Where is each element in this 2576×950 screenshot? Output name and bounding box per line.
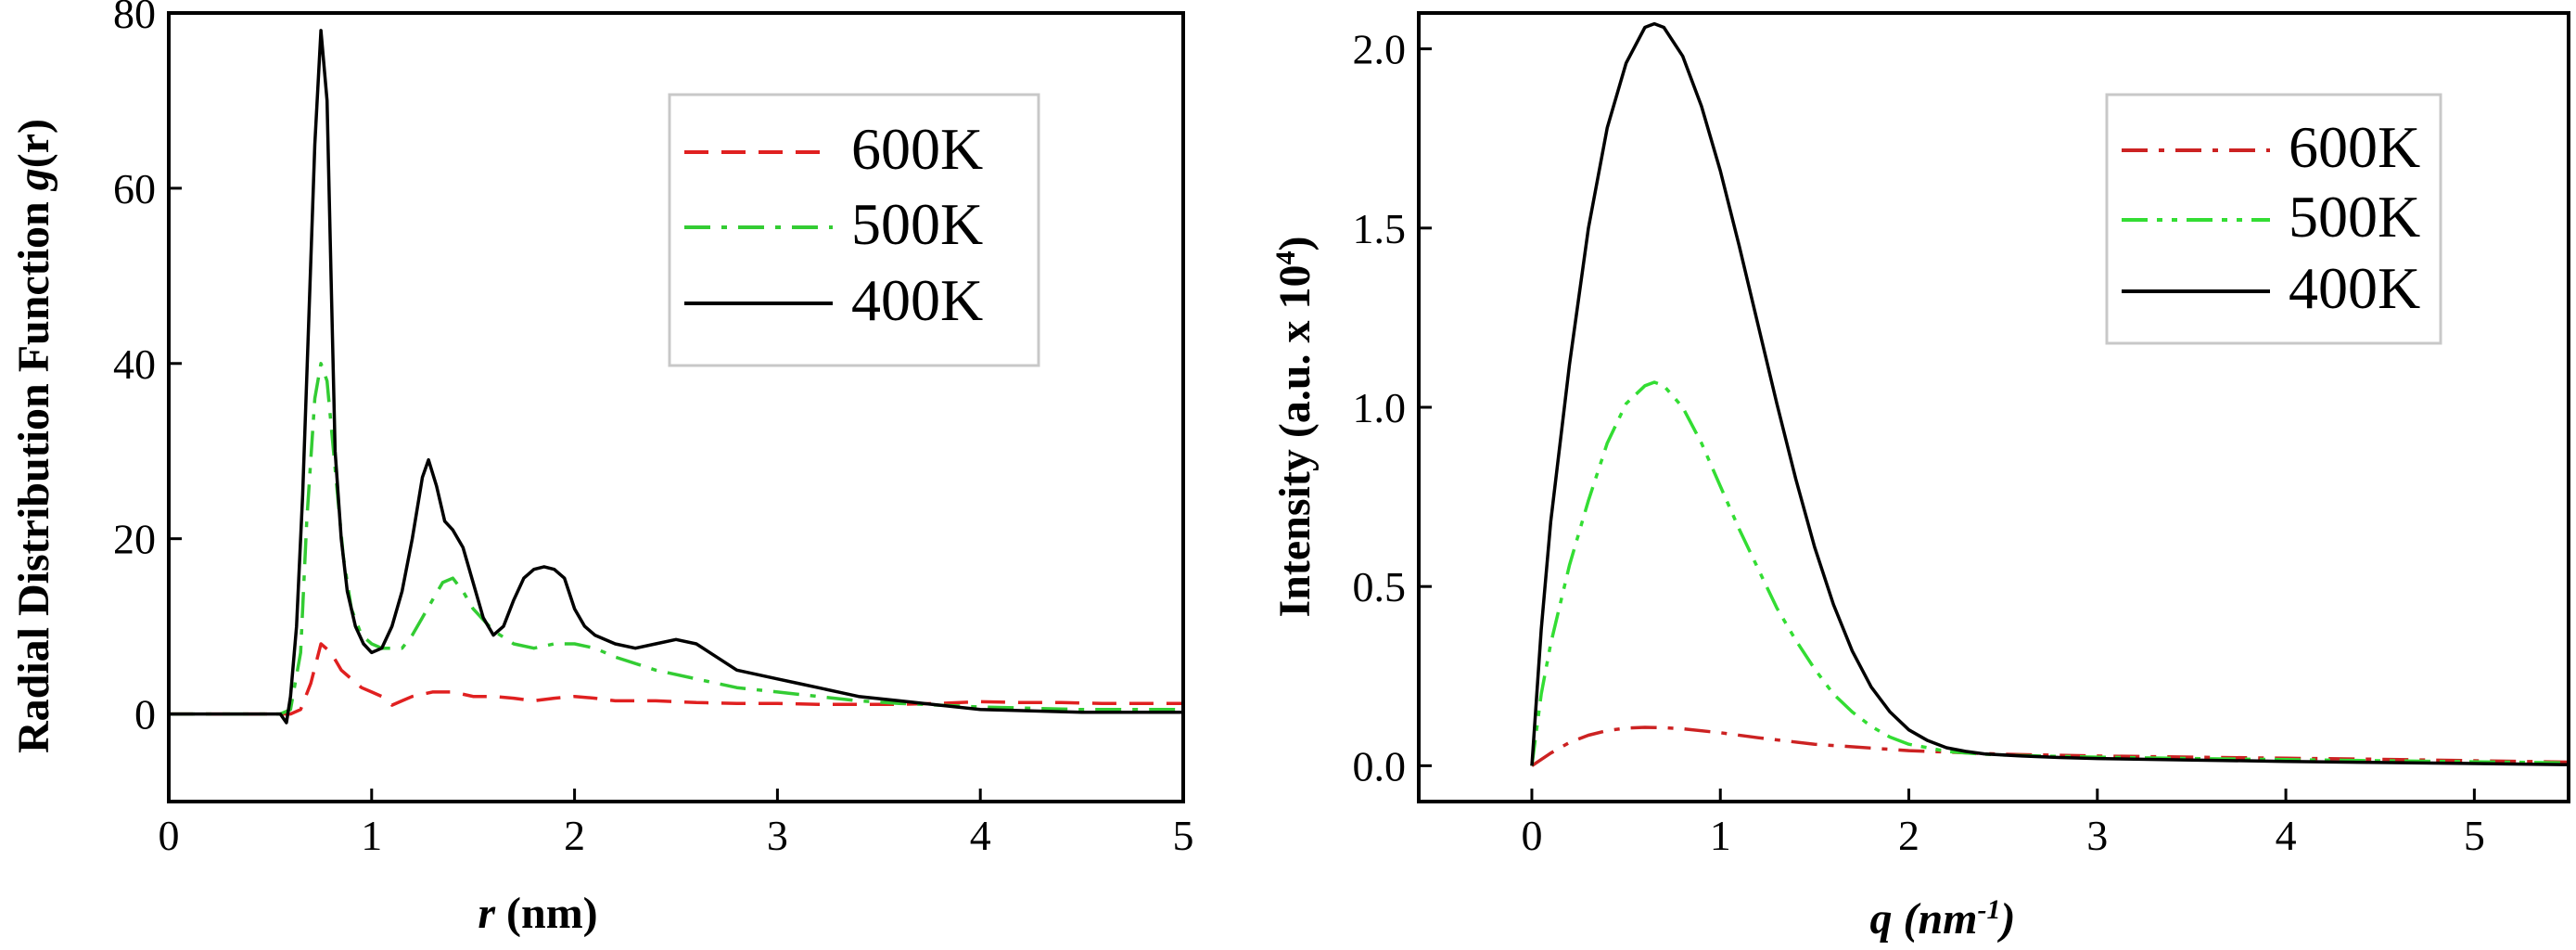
saxs-legend-label-600k: 600K <box>2289 114 2420 180</box>
rdf-series-600k <box>169 642 1183 716</box>
saxs-y-tick-label: 2.0 <box>1353 26 1407 73</box>
rdf-x-tick-label: 0 <box>159 812 180 859</box>
saxs-ticks: 0 1 2 3 4 5 0.0 0.5 1.0 1.5 2.0 <box>1353 26 2485 859</box>
saxs-x-tick-label: 3 <box>2086 812 2108 859</box>
saxs-series-600k <box>1531 725 2570 767</box>
rdf-y-tick-label: 20 <box>113 516 156 563</box>
saxs-x-axis-title: q (nm-1) <box>1870 894 2016 944</box>
saxs-y-tick-label: 1.5 <box>1353 205 1407 252</box>
rdf-y-tick-label: 60 <box>113 165 156 212</box>
rdf-chart: 0 1 2 3 4 5 0 20 40 60 80 Radial Distribution Func… <box>9 0 1194 938</box>
saxs-x-tick-label: 1 <box>1710 812 1731 859</box>
saxs-y-tick-label: 0.5 <box>1353 563 1407 610</box>
saxs-y-axis-title: Intensity (a.u. x 104) <box>1270 236 1320 617</box>
saxs-series-500k <box>1530 380 2570 766</box>
saxs-y-tick-label: 1.0 <box>1353 384 1407 431</box>
rdf-series-500k <box>169 362 1183 716</box>
rdf-x-tick-label: 3 <box>767 812 788 859</box>
rdf-y-axis-title: Radial Distribution Function g(r) <box>9 119 58 753</box>
saxs-legend-label-500k: 500K <box>2289 184 2420 250</box>
rdf-y-tick-label: 0 <box>134 691 156 738</box>
rdf-series-400k <box>169 29 1183 725</box>
rdf-legend: 600K 500K 400K <box>668 93 1040 367</box>
rdf-y-tick-label: 80 <box>113 0 156 37</box>
rdf-y-tick-label: 40 <box>113 340 156 388</box>
saxs-legend-label-400k: 400K <box>2289 255 2420 321</box>
rdf-plot-frame <box>167 11 1185 803</box>
saxs-chart: 0 1 2 3 4 5 0.0 0.5 1.0 1.5 2.0 Intensity (a.u. x … <box>1270 11 2570 944</box>
rdf-legend-label-400k: 400K <box>851 267 983 333</box>
saxs-series-400k <box>1530 21 2570 766</box>
saxs-x-tick-label: 0 <box>1521 812 1542 859</box>
rdf-legend-label-600k: 600K <box>851 116 983 182</box>
saxs-x-tick-label: 5 <box>2464 812 2485 859</box>
saxs-series-lines <box>1530 21 2570 767</box>
rdf-x-tick-label: 1 <box>361 812 382 859</box>
saxs-x-tick-label: 4 <box>2276 812 2297 859</box>
rdf-legend-box <box>668 93 1040 367</box>
rdf-x-axis-title: r (nm) <box>478 889 597 938</box>
saxs-y-tick-label: 0.0 <box>1353 742 1407 790</box>
rdf-x-tick-label: 4 <box>970 812 991 859</box>
rdf-series-lines <box>169 29 1183 725</box>
rdf-ticks: 0 1 2 3 4 5 0 20 40 60 80 <box>113 0 1194 859</box>
rdf-x-tick-label: 2 <box>564 812 585 859</box>
rdf-legend-label-500k: 500K <box>851 191 983 257</box>
saxs-x-tick-label: 2 <box>1898 812 1919 859</box>
rdf-x-tick-label: 5 <box>1173 812 1194 859</box>
